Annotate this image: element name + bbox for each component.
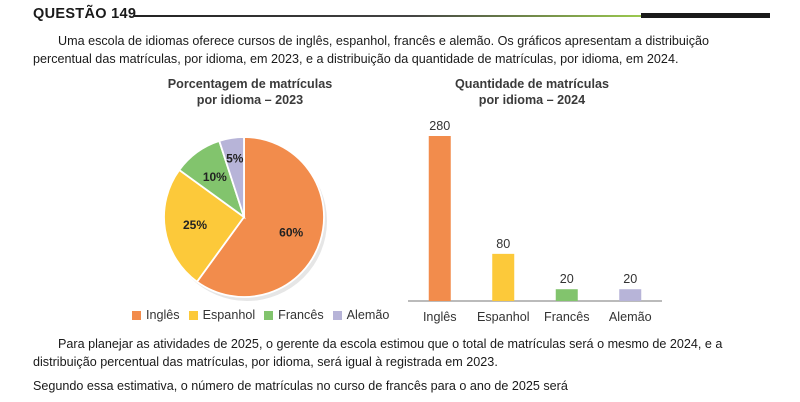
bar-title-line2: por idioma – 2024 <box>478 93 586 107</box>
bar-frances <box>555 289 578 301</box>
pie-legend: Inglês Espanhol Francês Alemão <box>132 308 389 322</box>
legend-swatch <box>264 310 274 320</box>
legend-swatch <box>188 310 198 320</box>
bar-value-label: 20 <box>560 272 574 286</box>
planning-paragraph: Para planejar as atividades de 2025, o g… <box>33 337 723 369</box>
pie-label-frances: 10% <box>203 170 227 184</box>
x-tick-label: Inglês <box>423 310 457 324</box>
legend-label: Inglês <box>146 308 180 322</box>
x-tick-label: Espanhol <box>477 310 530 324</box>
bar-value-label: 280 <box>429 119 450 133</box>
bar-espanhol <box>492 253 515 301</box>
bar-value-label: 20 <box>623 272 637 286</box>
question-header: QUESTÃO 149 <box>33 6 770 26</box>
bar-value-label: 80 <box>496 237 510 251</box>
x-tick-label: Alemão <box>609 310 652 324</box>
legend-swatch <box>332 310 342 320</box>
legend-item-alemao: Alemão <box>332 308 390 322</box>
pie-chart-title: Porcentagem de matrículas por idioma – 2… <box>150 76 350 108</box>
pie-chart: 60% 25% 10% 5% <box>163 136 327 301</box>
bar-title-line1: Quantidade de matrículas <box>455 77 609 91</box>
x-tick-label: Francês <box>544 310 590 324</box>
header-rule-thick <box>641 13 770 18</box>
pie-slice-espanhol <box>163 168 246 283</box>
legend-item-frances: Francês <box>264 308 324 322</box>
pie-slice-ingles <box>195 136 325 298</box>
legend-item-espanhol: Espanhol <box>188 308 256 322</box>
question-prompt: Segundo essa estimativa, o número de mat… <box>33 379 568 393</box>
pie-title-line2: por idioma – 2023 <box>196 93 304 107</box>
intro-paragraph: Uma escola de idiomas oferece cursos de … <box>33 34 710 66</box>
question-title: QUESTÃO 149 <box>33 6 137 22</box>
bar-ingles <box>428 136 451 301</box>
legend-label: Espanhol <box>202 308 256 322</box>
legend-swatch <box>132 310 141 320</box>
pie-label-espanhol: 25% <box>183 218 207 232</box>
pie-title-line1: Porcentagem de matrículas <box>167 77 333 91</box>
legend-label: Francês <box>278 308 324 322</box>
bar-chart-title: Quantidade de matrículas por idioma – 20… <box>432 76 632 108</box>
pie-slice-alemao <box>218 136 245 218</box>
pie-label-ingles: 60% <box>279 225 303 239</box>
header-rule <box>133 15 641 17</box>
pie-label-alemao: 5% <box>226 152 244 166</box>
bar-chart: 280 Inglês 80 Espanhol 20 Francês 20 Alemão <box>408 119 662 324</box>
bar-alemao <box>619 289 642 301</box>
legend-item-ingles: Inglês <box>132 308 180 322</box>
legend-label: Alemão <box>346 308 390 322</box>
